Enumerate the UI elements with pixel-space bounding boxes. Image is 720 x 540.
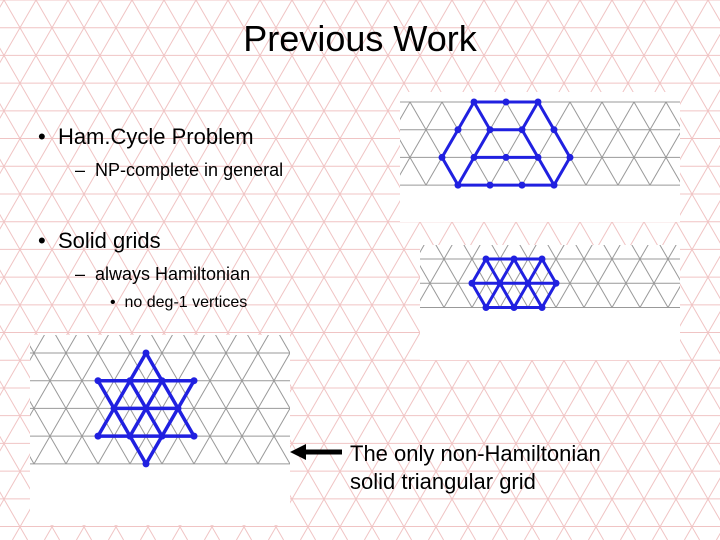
bullet-hamcycle: • Ham.Cycle Problem [38,124,254,150]
slide-content: Previous Work • Ham.Cycle Problem – NP-c… [0,0,720,540]
slide-title: Previous Work [0,0,720,60]
bullet-solidgrids: • Solid grids [38,228,161,254]
star-caption: The only non-Hamiltonian solid triangula… [350,440,601,495]
bullet-solidgrids-sub: – always Hamiltonian [75,264,250,285]
bullet-hamcycle-sub: – NP-complete in general [75,160,283,181]
bullet-solidgrids-subsub: • no deg-1 vertices [110,294,247,312]
